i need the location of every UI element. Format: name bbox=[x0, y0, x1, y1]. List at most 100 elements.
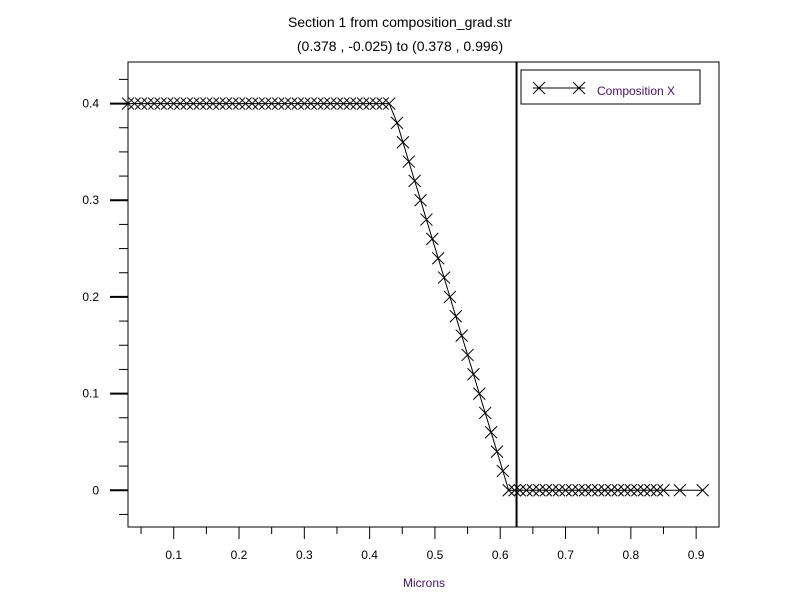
data-point bbox=[546, 483, 559, 497]
data-point bbox=[311, 97, 324, 110]
legend-marker-left bbox=[532, 81, 546, 95]
data-point bbox=[226, 97, 239, 110]
data-point bbox=[591, 483, 605, 497]
data-point bbox=[167, 97, 181, 110]
x-tick-label: 0.8 bbox=[622, 548, 639, 562]
data-point bbox=[232, 97, 246, 110]
y-tick-label: 0.4 bbox=[82, 97, 99, 111]
y-tick-label: 0.1 bbox=[82, 387, 99, 401]
data-point bbox=[490, 445, 504, 458]
data-point bbox=[425, 232, 439, 246]
data-point bbox=[552, 483, 566, 497]
data-point bbox=[604, 483, 618, 497]
legend-marker-right bbox=[572, 81, 586, 95]
data-point bbox=[141, 97, 154, 110]
data-point bbox=[265, 97, 279, 110]
data-point bbox=[472, 387, 486, 400]
data-point bbox=[382, 97, 396, 110]
data-point bbox=[278, 97, 292, 110]
data-point bbox=[461, 348, 474, 362]
data-point bbox=[496, 464, 510, 478]
data-point bbox=[180, 97, 194, 110]
legend: Composition X bbox=[520, 69, 701, 105]
data-point bbox=[206, 97, 220, 110]
data-point bbox=[617, 483, 631, 497]
data-point bbox=[121, 97, 135, 110]
data-point bbox=[611, 483, 625, 497]
data-point bbox=[154, 97, 168, 110]
data-point bbox=[408, 174, 422, 188]
data-point bbox=[539, 483, 553, 497]
data-point bbox=[291, 97, 305, 110]
data-point bbox=[252, 97, 265, 110]
data-point bbox=[484, 425, 498, 439]
data-point bbox=[330, 97, 344, 110]
data-point bbox=[437, 271, 451, 284]
data-point bbox=[173, 97, 187, 110]
legend-label: Composition X bbox=[597, 84, 675, 98]
series-line bbox=[128, 103, 703, 491]
data-point bbox=[297, 97, 311, 110]
data-point bbox=[134, 97, 148, 110]
data-point bbox=[356, 97, 370, 110]
data-point bbox=[578, 483, 592, 497]
data-point bbox=[160, 97, 174, 110]
data-point bbox=[402, 155, 416, 168]
y-tick-label: 0.3 bbox=[82, 193, 99, 207]
data-point bbox=[317, 97, 331, 110]
data-point bbox=[502, 483, 516, 497]
y-tick-label: 0 bbox=[92, 483, 99, 497]
data-point bbox=[565, 483, 579, 497]
data-point bbox=[478, 406, 492, 420]
data-point bbox=[673, 483, 687, 497]
x-tick-label: 0.9 bbox=[688, 548, 705, 562]
data-point bbox=[396, 135, 410, 149]
data-point bbox=[350, 97, 363, 110]
data-point bbox=[337, 97, 350, 110]
y-tick-label: 0.2 bbox=[82, 290, 99, 304]
data-point bbox=[657, 483, 670, 497]
data-point bbox=[520, 483, 533, 497]
data-point bbox=[343, 97, 357, 110]
plot-frame bbox=[127, 61, 720, 528]
x-tick-label: 0.4 bbox=[361, 548, 378, 562]
data-point bbox=[200, 97, 213, 110]
data-point bbox=[390, 116, 404, 130]
data-point bbox=[696, 483, 710, 497]
data-point bbox=[147, 97, 161, 110]
data-point bbox=[449, 309, 463, 323]
data-point bbox=[363, 97, 376, 110]
data-point bbox=[598, 483, 612, 497]
data-point bbox=[239, 97, 252, 110]
data-point bbox=[324, 97, 337, 110]
data-point bbox=[631, 483, 644, 497]
data-point bbox=[637, 483, 651, 497]
data-point bbox=[258, 97, 272, 110]
data-point bbox=[650, 483, 664, 497]
data-point bbox=[213, 97, 226, 110]
data-point bbox=[431, 251, 445, 265]
chart-title: Section 1 from composition_grad.str bbox=[288, 14, 512, 30]
data-point bbox=[443, 290, 457, 304]
data-point bbox=[369, 97, 383, 110]
data-point bbox=[128, 97, 141, 110]
data-point bbox=[467, 367, 480, 381]
x-axis-label: Microns bbox=[403, 576, 445, 590]
data-point bbox=[526, 483, 540, 497]
chart-subtitle: (0.378 , -0.025) to (0.378 , 0.996) bbox=[297, 38, 503, 54]
legend-box bbox=[520, 69, 701, 105]
data-point bbox=[186, 97, 200, 110]
x-tick-label: 0.2 bbox=[231, 548, 248, 562]
data-point bbox=[414, 193, 427, 207]
x-tick-label: 0.1 bbox=[165, 548, 182, 562]
data-point bbox=[533, 483, 546, 497]
data-point bbox=[420, 213, 433, 226]
x-tick-label: 0.5 bbox=[427, 548, 444, 562]
data-point bbox=[284, 97, 298, 110]
data-point bbox=[455, 329, 469, 342]
data-point bbox=[644, 483, 657, 497]
data-point bbox=[624, 483, 638, 497]
data-point bbox=[585, 483, 599, 497]
data-point bbox=[304, 97, 318, 110]
